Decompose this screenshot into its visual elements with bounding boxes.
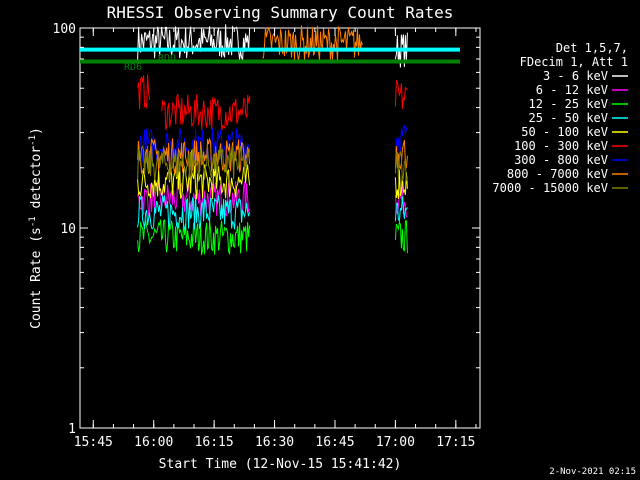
flag-bars xyxy=(80,47,460,64)
y-axis-ticks: 1 10 100 xyxy=(53,22,480,437)
series-line xyxy=(394,79,408,109)
legend-entry-label: 6 - 12 keV xyxy=(536,83,608,97)
chart-title: RHESSI Observing Summary Count Rates xyxy=(107,3,454,22)
series-traces xyxy=(137,24,408,256)
y-axis-label: Count Rate (s-1 detector-1) xyxy=(28,127,44,329)
series-line xyxy=(394,180,408,218)
series-line xyxy=(394,151,408,182)
series-line xyxy=(394,220,408,254)
annotation-rd6: RD6 xyxy=(124,62,142,73)
legend-entry-label: 3 - 6 keV xyxy=(543,69,608,83)
x-tick-label: 16:00 xyxy=(134,435,173,450)
legend-header-line1: Det 1,5,7, xyxy=(556,41,628,55)
footer-date: 2-Nov-2021 02:15 xyxy=(549,467,636,477)
legend-entry-label: 7000 - 15000 keV xyxy=(492,181,608,195)
x-tick-label: 16:30 xyxy=(255,435,294,450)
series-line xyxy=(394,32,408,68)
y-tick-label: 10 xyxy=(60,222,76,237)
series-line xyxy=(137,219,251,256)
legend-header-line2: FDecim 1, Att 1 xyxy=(520,55,628,69)
legend-entry-label: 25 - 50 keV xyxy=(529,111,608,125)
series-line xyxy=(394,169,408,199)
series-line xyxy=(262,25,363,62)
series-line xyxy=(137,74,151,110)
legend-entry-label: 50 - 100 keV xyxy=(521,125,608,139)
y-tick-label: 100 xyxy=(53,22,76,37)
x-tick-label: 17:00 xyxy=(376,435,415,450)
x-axis-label: Start Time (12-Nov-15 15:41:42) xyxy=(159,457,402,472)
y-tick-label: 1 xyxy=(68,422,76,437)
series-line xyxy=(137,24,251,61)
x-axis-ticks: 15:45 16:00 16:15 16:30 16:45 17:00 17:15 xyxy=(74,28,477,450)
legend-entry-label: 12 - 25 keV xyxy=(529,97,608,111)
annotation-rd0: RD0 xyxy=(158,53,176,64)
x-tick-label: 17:15 xyxy=(436,435,475,450)
x-tick-label: 16:15 xyxy=(195,435,234,450)
series-line xyxy=(137,145,251,182)
series-line xyxy=(137,194,251,232)
series-line xyxy=(137,164,251,200)
series-line xyxy=(137,137,251,175)
legend-entry-label: 300 - 800 keV xyxy=(514,153,608,167)
series-line xyxy=(161,93,251,131)
x-tick-label: 16:45 xyxy=(315,435,354,450)
x-tick-label: 15:45 xyxy=(74,435,113,450)
series-line xyxy=(394,124,408,156)
legend-entry-label: 100 - 300 keV xyxy=(514,139,608,153)
series-line xyxy=(394,196,408,223)
legend-entry-label: 800 - 7000 keV xyxy=(507,167,608,181)
